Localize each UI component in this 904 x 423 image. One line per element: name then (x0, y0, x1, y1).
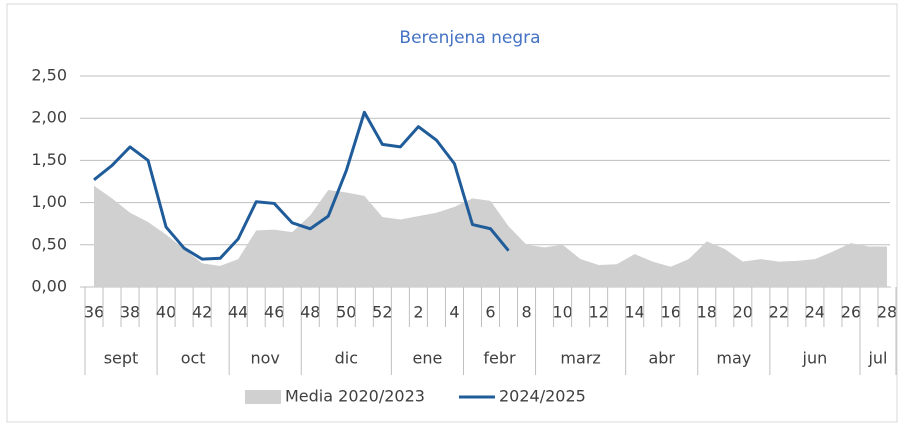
x-tick-label: 42 (192, 303, 212, 322)
chart-title: Berenjena negra (399, 28, 540, 48)
x-tick-label: 44 (228, 303, 248, 322)
month-label: abr (648, 349, 675, 368)
x-tick-label: 28 (877, 303, 897, 322)
x-tick-label: 10 (552, 303, 572, 322)
y-tick-label: 2,50 (31, 66, 67, 85)
x-tick-label: 40 (156, 303, 176, 322)
month-label: febr (483, 349, 516, 368)
month-label: nov (251, 349, 280, 368)
month-label: marz (560, 349, 600, 368)
x-tick-label: 6 (485, 303, 495, 322)
x-tick-label: 48 (300, 303, 320, 322)
x-tick-label: 22 (769, 303, 789, 322)
y-tick-label: 2,00 (31, 108, 67, 127)
y-tick-label: 0,00 (31, 277, 67, 296)
x-tick-label: 46 (264, 303, 284, 322)
x-tick-label: 38 (120, 303, 140, 322)
x-tick-label: 8 (521, 303, 531, 322)
line (93, 110, 510, 261)
area (94, 185, 887, 287)
month-label: jun (802, 349, 828, 368)
x-tick-label: 24 (805, 303, 825, 322)
x-tick-label: 50 (336, 303, 356, 322)
x-tick-label: 26 (841, 303, 861, 322)
x-tick-label: 36 (84, 303, 104, 322)
x-tick-label: 20 (733, 303, 753, 322)
month-label: dic (335, 349, 358, 368)
x-tick-label: 4 (449, 303, 459, 322)
y-tick-label: 0,50 (31, 234, 67, 253)
month-label: oct (181, 349, 206, 368)
legend-swatch (245, 390, 281, 404)
month-label: sept (104, 349, 139, 368)
x-tick-label: 52 (372, 303, 392, 322)
x-tick-label: 16 (661, 303, 681, 322)
x-tick-label: 2 (413, 303, 423, 322)
x-tick-label: 12 (588, 303, 608, 322)
month-label: jul (867, 349, 887, 368)
month-label: ene (413, 349, 443, 368)
month-label: may (716, 349, 751, 368)
legend-label: 2024/2025 (499, 387, 586, 406)
x-tick-label: 18 (697, 303, 717, 322)
x-tick-label: 14 (625, 303, 645, 322)
legend-label: Media 2020/2023 (285, 387, 425, 406)
y-tick-label: 1,50 (31, 150, 67, 169)
y-tick-label: 1,00 (31, 192, 67, 211)
